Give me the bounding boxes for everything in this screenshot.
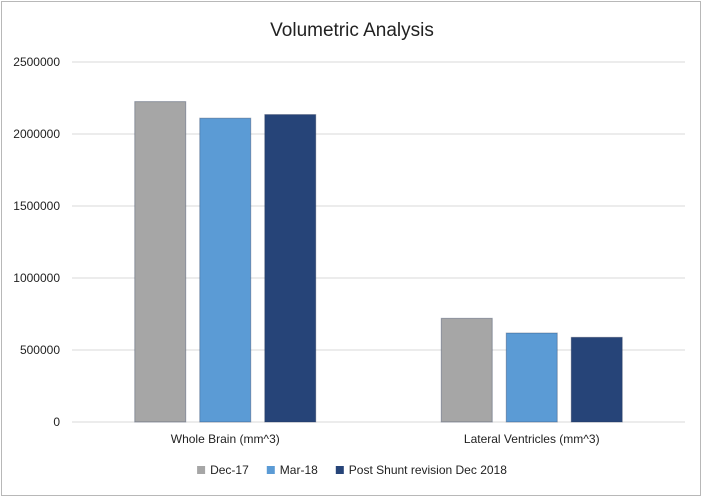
bar-dec-17-0 <box>134 101 187 423</box>
legend: Dec-17 Mar-18 Post Shunt revision Dec 2018 <box>197 463 507 477</box>
bar-dec-17-1 <box>440 317 493 423</box>
y-tick-label: 0 <box>53 415 60 429</box>
y-tick-label: 500000 <box>20 343 60 357</box>
chart-title: Volumetric Analysis <box>270 20 434 41</box>
legend-item: Post Shunt revision Dec 2018 <box>335 463 507 477</box>
y-tick-label: 2500000 <box>13 55 60 69</box>
x-axis-labels: Whole Brain (mm^3) Lateral Ventricles (mm… <box>171 432 600 446</box>
y-tick-label: 1000000 <box>13 271 60 285</box>
y-axis-ticks: 0 500000 1000000 1500000 2000000 2500000 <box>13 55 60 429</box>
legend-label: Post Shunt revision Dec 2018 <box>349 463 507 477</box>
x-category-label: Whole Brain (mm^3) <box>171 432 280 446</box>
bar-post-shunt-revision-dec-2018-1 <box>570 336 623 423</box>
y-tick-label: 2000000 <box>13 127 60 141</box>
bar-mar-18-0 <box>199 117 252 423</box>
legend-swatch <box>335 466 344 474</box>
legend-label: Mar-18 <box>280 463 318 477</box>
legend-label: Dec-17 <box>210 463 249 477</box>
y-tick-label: 1500000 <box>13 199 60 213</box>
legend-item: Dec-17 <box>197 463 249 477</box>
legend-item: Mar-18 <box>266 463 318 477</box>
bar-post-shunt-revision-dec-2018-0 <box>264 114 317 423</box>
bar-mar-18-1 <box>505 332 558 423</box>
bars <box>134 101 623 423</box>
x-category-label: Lateral Ventricles (mm^3) <box>464 432 600 446</box>
legend-swatch <box>197 466 206 474</box>
legend-swatch <box>266 466 275 474</box>
